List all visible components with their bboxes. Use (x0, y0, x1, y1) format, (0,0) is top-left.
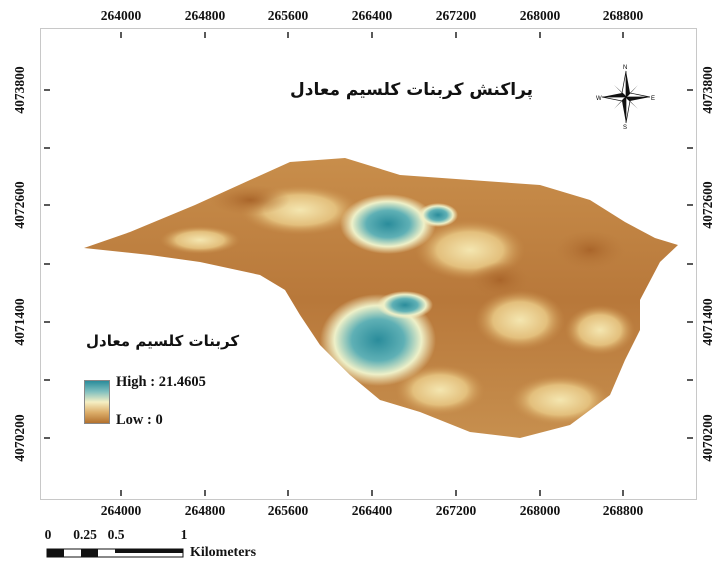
x-tick-label: 265600 (267, 503, 309, 518)
compass-rose-icon: N E S W (596, 65, 655, 130)
scale-bar-graphic (46, 548, 184, 558)
legend-low-label: Low : 0 (116, 412, 163, 428)
x-tick-label: 266400 (351, 8, 393, 23)
x-tick-label: 268000 (519, 8, 561, 23)
x-tick-label: 264800 (184, 503, 226, 518)
x-tick-label: 264800 (184, 8, 226, 23)
legend-high-label: High : 21.4605 (116, 374, 206, 390)
x-tick-label: 268800 (602, 503, 644, 518)
x-tick-label: 266400 (351, 503, 393, 518)
x-tick-label: 265600 (267, 8, 309, 23)
north-label: N (623, 65, 627, 71)
east-label: E (651, 96, 655, 102)
x-tick-label: 268000 (519, 503, 561, 518)
x-tick-label: 264000 (100, 8, 142, 23)
west-label: W (596, 96, 602, 102)
scale-label: 0.25 (73, 527, 97, 542)
legend-color-ramp (84, 380, 110, 424)
scale-label: 1 (180, 527, 188, 542)
x-tick-label: 268800 (602, 8, 644, 23)
scale-unit: Kilometers (190, 545, 257, 560)
x-tick-label: 267200 (435, 8, 477, 23)
legend-title: کربنات کلسیم معادل (86, 332, 240, 350)
map-frame (40, 28, 697, 500)
x-tick-label: 267200 (435, 503, 477, 518)
south-label: S (623, 125, 627, 130)
scale-label: 0.5 (107, 527, 125, 542)
x-tick-label: 264000 (100, 503, 142, 518)
scale-label: 0 (44, 527, 52, 542)
map-title: پراکنش کربنات کلسیم معادل (290, 80, 534, 100)
